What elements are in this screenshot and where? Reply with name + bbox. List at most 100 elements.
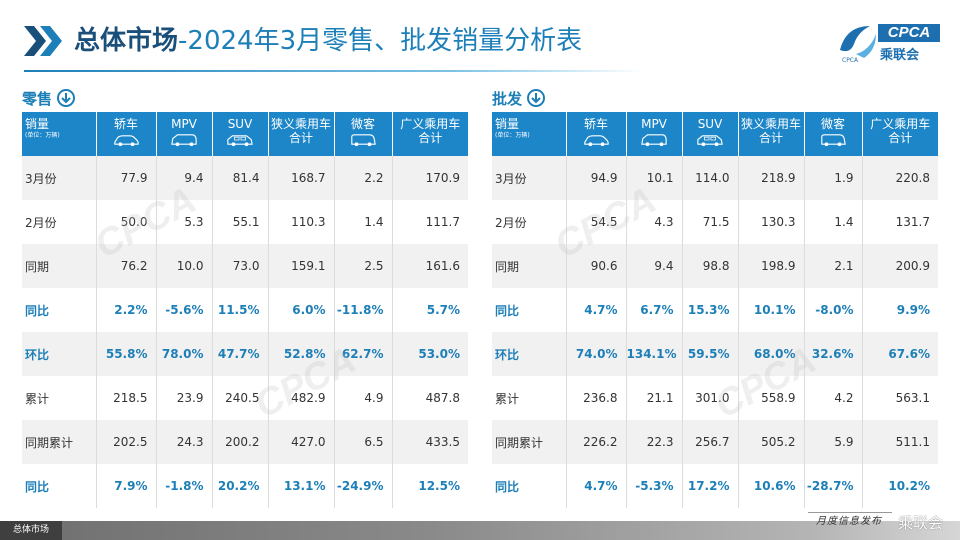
table-cell: 13.1%	[267, 464, 334, 508]
column-header-label: 狭义乘用车	[270, 117, 331, 131]
column-header: 销量 (单位：万辆)	[22, 112, 96, 156]
row-label: 累计	[495, 391, 520, 406]
logo-text: CPCA	[878, 24, 940, 42]
table-cell: 68.0%	[737, 332, 804, 376]
column-header: 狭义乘用车 合计	[737, 112, 804, 156]
row-label: 同期	[25, 259, 50, 274]
table-cell: 2.5	[333, 244, 392, 288]
table-cell: 1.4	[803, 200, 862, 244]
row-label: 累计	[25, 391, 50, 406]
table-cell: 47.7%	[211, 332, 268, 376]
minivan-icon	[821, 134, 846, 147]
table-cell: 62.7%	[333, 332, 392, 376]
table-cell: 5.9	[803, 420, 862, 464]
mpv-icon	[171, 134, 197, 147]
table-cell: -28.7%	[803, 464, 862, 508]
table-cell: 74.0%	[565, 332, 626, 376]
column-header-label: SUV	[697, 117, 723, 131]
row-label: 同期累计	[25, 435, 74, 450]
row-label: 3月份	[495, 171, 527, 186]
table-cell: 81.4	[211, 156, 268, 200]
cpca-logo-icon: CPCA	[840, 26, 876, 64]
table-cell: 236.8	[565, 376, 626, 420]
column-header: MPV	[155, 112, 212, 156]
table-cell: 218.5	[95, 376, 156, 420]
table-cell: 114.0	[681, 156, 738, 200]
sedan-icon	[584, 135, 609, 147]
row-label: 2月份	[25, 215, 57, 230]
wholesale-table-header: 销量 (单位：万辆) 轿车 MPV SUV 狭义乘用车 合计 微客 广义乘用车 合计	[492, 112, 938, 156]
footer-tab[interactable]	[124, 521, 186, 540]
table-cell: 53.0%	[391, 332, 468, 376]
sedan-icon	[114, 135, 139, 147]
table-cell: -8.0%	[803, 288, 862, 332]
table-cell: 32.6%	[803, 332, 862, 376]
column-header: 狭义乘用车 合计	[267, 112, 334, 156]
table-cell: 110.3	[267, 200, 334, 244]
arrow-down-circle-icon	[57, 89, 76, 107]
column-header-label-line2: 合计	[418, 131, 443, 145]
table-row: 2月份 50.0 5.3 55.1 110.3 1.4 111.7	[22, 200, 468, 244]
wholesale-section-header: 批发	[492, 84, 938, 112]
table-cell: 11.5%	[211, 288, 268, 332]
footer-tab[interactable]	[186, 521, 248, 540]
table-cell: 487.8	[391, 376, 468, 420]
table-row: 3月份 77.9 9.4 81.4 168.7 2.2 170.9	[22, 156, 468, 200]
column-header-label: 销量	[495, 117, 520, 131]
table-row: 同比 4.7% 6.7% 15.3% 10.1% -8.0% 9.9%	[492, 288, 938, 332]
column-header-label: 狭义乘用车	[740, 117, 801, 131]
table-cell: 10.0	[155, 244, 212, 288]
table-cell: 5.3	[155, 200, 212, 244]
minivan-icon	[351, 134, 376, 147]
table-cell: 558.9	[737, 376, 804, 420]
table-cell: 4.7%	[565, 464, 626, 508]
column-header-label: MPV	[641, 117, 667, 131]
table-cell: 6.0%	[267, 288, 334, 332]
retail-table: 销量 (单位：万辆) 轿车 MPV SUV 狭义乘用车 合计 微客 广义乘用车 合计 3月份 77.…	[22, 112, 468, 508]
table-cell: 6.5	[333, 420, 392, 464]
table-cell: 256.7	[681, 420, 738, 464]
table-cell: -11.8%	[333, 288, 392, 332]
wholesale-table-wrap: 销量 (单位：万辆) 轿车 MPV SUV 狭义乘用车 合计 微客 广义乘用车 合计 3月份 94.…	[492, 112, 938, 508]
table-row: 同比 2.2% -5.6% 11.5% 6.0% -11.8% 5.7%	[22, 288, 468, 332]
footer-tab[interactable]: 总体市场	[0, 521, 62, 540]
table-cell: 161.6	[391, 244, 468, 288]
table-cell: 111.7	[391, 200, 468, 244]
table-cell: -24.9%	[333, 464, 392, 508]
table-cell: 12.5%	[391, 464, 468, 508]
wholesale-panel: 批发 销量 (单位：万辆) 轿车 MPV SUV 狭义乘用车 合计 微客 广义乘用车 合计 3月份…	[492, 84, 938, 508]
table-cell: 159.1	[267, 244, 334, 288]
row-label: 环比	[25, 347, 50, 362]
suv-icon	[697, 135, 723, 147]
table-cell: 71.5	[681, 200, 738, 244]
arrow-down-circle-icon	[527, 89, 546, 107]
table-cell: 2.2%	[95, 288, 156, 332]
table-cell: 10.6%	[737, 464, 804, 508]
mpv-icon	[641, 134, 667, 147]
table-row: 环比 74.0% 134.1% 59.5% 68.0% 32.6% 67.6%	[492, 332, 938, 376]
table-cell: 17.2%	[681, 464, 738, 508]
footer-tab[interactable]	[62, 521, 124, 540]
page-title: 总体市场-2024年3月零售、批发销量分析表	[74, 24, 582, 58]
table-cell: 4.3	[625, 200, 682, 244]
table-row: 累计 236.8 21.1 301.0 558.9 4.2 563.1	[492, 376, 938, 420]
table-cell: 54.5	[565, 200, 626, 244]
table-cell: 67.6%	[861, 332, 938, 376]
column-header-label-line2: 合计	[758, 131, 783, 145]
table-cell: 433.5	[391, 420, 468, 464]
table-cell: 202.5	[95, 420, 156, 464]
table-cell: 55.1	[211, 200, 268, 244]
table-cell: 9.4	[155, 156, 212, 200]
table-cell: 10.2%	[861, 464, 938, 508]
retail-table-body: 3月份 77.9 9.4 81.4 168.7 2.2 170.9 2月份 50.0 5.3 55.…	[22, 156, 468, 508]
table-row: 同期 90.6 9.4 98.8 198.9 2.1 200.9	[492, 244, 938, 288]
table-cell: 9.9%	[861, 288, 938, 332]
table-row: 同期累计 226.2 22.3 256.7 505.2 5.9 511.1	[492, 420, 938, 464]
row-label: 同比	[495, 303, 520, 318]
column-header: MPV	[625, 112, 682, 156]
column-header-label: 轿车	[113, 117, 138, 131]
table-cell: 77.9	[95, 156, 156, 200]
table-cell: 6.7%	[625, 288, 682, 332]
table-cell: 2.2	[333, 156, 392, 200]
